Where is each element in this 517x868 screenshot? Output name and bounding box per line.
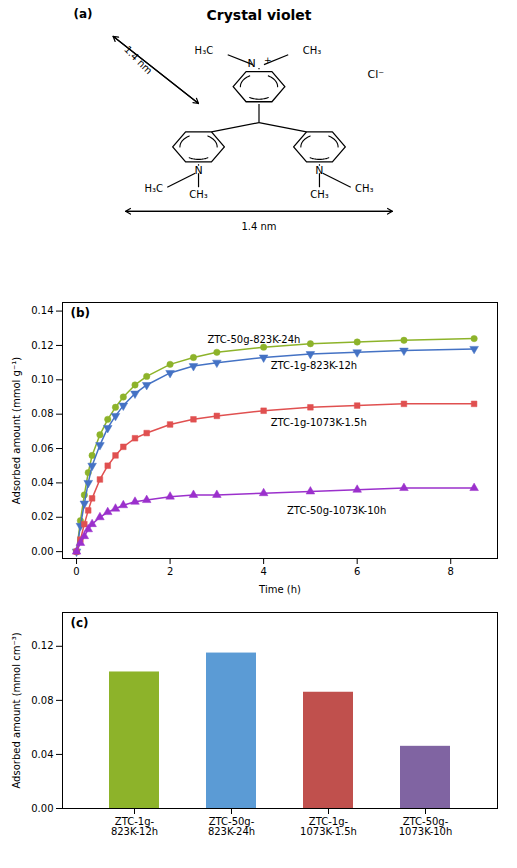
svg-text:0.10: 0.10 [31, 374, 53, 385]
svg-text:H₃C: H₃C [195, 45, 214, 56]
svg-text:8: 8 [448, 566, 454, 577]
svg-text:N: N [247, 57, 255, 70]
svg-text:N: N [315, 164, 323, 177]
svg-text:2: 2 [167, 566, 173, 577]
svg-text:CH₃: CH₃ [355, 183, 374, 194]
svg-text:CH₃: CH₃ [310, 189, 329, 200]
svg-text:1.4 nm: 1.4 nm [241, 221, 276, 232]
svg-text:ZTC-1g-1073K-1.5h: ZTC-1g-1073K-1.5h [271, 417, 367, 428]
svg-text:0.06: 0.06 [31, 443, 53, 454]
svg-text:Adsorbed amount (mmol cm⁻³): Adsorbed amount (mmol cm⁻³) [11, 632, 22, 788]
svg-text:(a): (a) [73, 7, 92, 21]
svg-text:+: + [264, 55, 272, 65]
svg-text:6: 6 [354, 566, 360, 577]
svg-text:0.12: 0.12 [31, 640, 53, 651]
svg-text:ZTC-50g-823K-24h: ZTC-50g-823K-24h [208, 816, 255, 837]
svg-text:0.00: 0.00 [31, 803, 53, 814]
svg-text:0.08: 0.08 [31, 695, 53, 706]
svg-text:Time (h): Time (h) [258, 584, 301, 595]
svg-text:4: 4 [260, 566, 266, 577]
svg-text:N: N [194, 164, 202, 177]
svg-text:(b): (b) [71, 306, 91, 320]
svg-text:0.00: 0.00 [31, 546, 53, 557]
svg-text:ZTC-50g-1073K-10h: ZTC-50g-1073K-10h [287, 505, 386, 516]
svg-text:0.04: 0.04 [31, 749, 53, 760]
svg-text:ZTC-1g-823K-12h: ZTC-1g-823K-12h [271, 360, 358, 371]
svg-text:0.14: 0.14 [31, 305, 53, 316]
svg-text:ZTC-1g-823K-12h: ZTC-1g-823K-12h [111, 816, 158, 837]
svg-text:ZTC-1g-1073K-1.5h: ZTC-1g-1073K-1.5h [300, 816, 357, 837]
svg-text:0.08: 0.08 [31, 408, 53, 419]
svg-text:H₃C: H₃C [145, 183, 164, 194]
svg-text:CH₃: CH₃ [189, 189, 208, 200]
svg-text:CH₃: CH₃ [303, 45, 322, 56]
svg-text:1.4 nm: 1.4 nm [122, 44, 155, 77]
svg-text:Adsorbed amount (mmol g⁻¹): Adsorbed amount (mmol g⁻¹) [11, 357, 22, 504]
svg-text:0: 0 [73, 566, 79, 577]
svg-text:(c): (c) [71, 616, 89, 630]
svg-text:ZTC-50g-1073K-10h: ZTC-50g-1073K-10h [399, 816, 453, 837]
svg-text:0.04: 0.04 [31, 477, 53, 488]
svg-text:ZTC-50g-823K-24h: ZTC-50g-823K-24h [208, 334, 301, 345]
svg-text:Cl⁻: Cl⁻ [367, 68, 384, 81]
svg-text:0.02: 0.02 [31, 511, 53, 522]
svg-text:0.12: 0.12 [31, 340, 53, 351]
svg-text:Crystal violet: Crystal violet [207, 7, 312, 23]
